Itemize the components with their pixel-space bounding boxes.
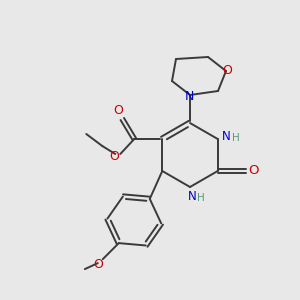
Text: O: O <box>93 258 103 271</box>
Text: N: N <box>222 130 231 142</box>
Text: H: H <box>232 133 240 143</box>
Text: O: O <box>109 151 119 164</box>
Text: O: O <box>113 104 123 118</box>
Text: O: O <box>248 164 259 178</box>
Text: O: O <box>222 64 232 77</box>
Text: H: H <box>197 193 205 203</box>
Text: N: N <box>188 190 196 202</box>
Text: N: N <box>184 89 194 103</box>
